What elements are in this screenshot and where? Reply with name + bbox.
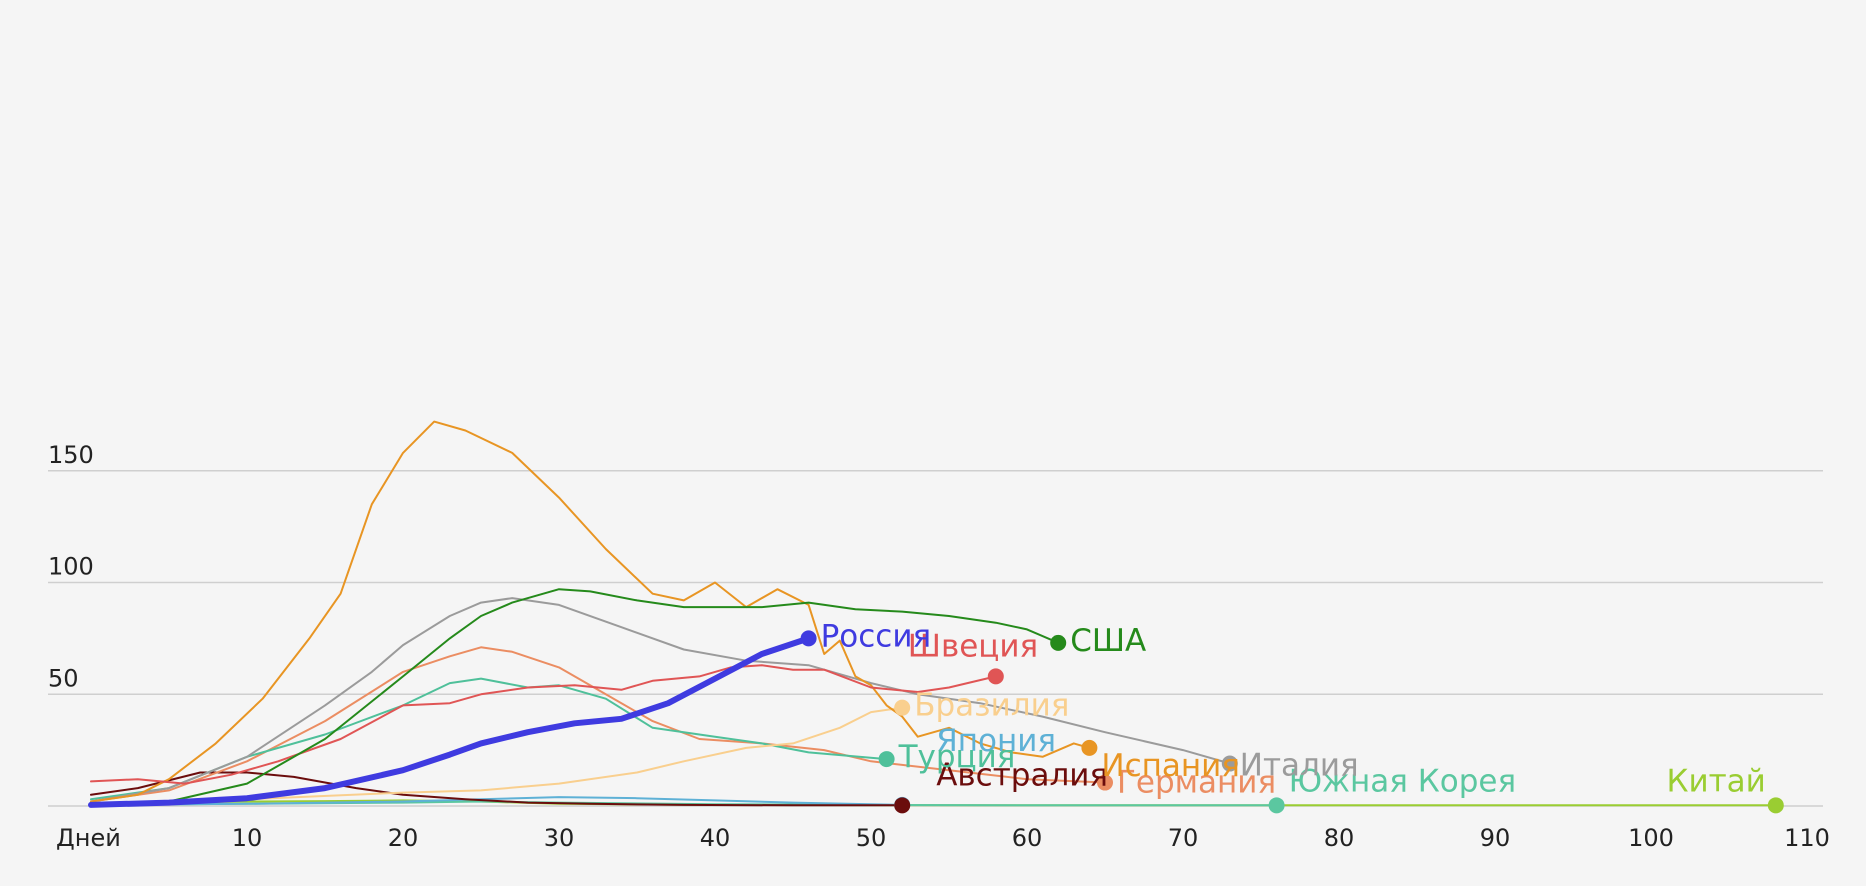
y-tick-label: 50 xyxy=(48,664,79,692)
series-label: Китай xyxy=(1666,763,1765,799)
x-tick-label: 80 xyxy=(1324,824,1355,852)
series-label: Турция xyxy=(898,739,1016,775)
series-label: Испания xyxy=(1101,748,1240,784)
series-label: Япония xyxy=(936,723,1056,759)
series-label: Южная Корея xyxy=(1289,763,1517,799)
series-end-point xyxy=(800,630,817,647)
series-end-point xyxy=(894,797,911,814)
series-line-сша xyxy=(90,588,1060,807)
series-end-markers xyxy=(800,630,1784,814)
x-tick-label: 90 xyxy=(1480,824,1511,852)
series-end-point xyxy=(1221,755,1238,772)
series-end-point xyxy=(1097,774,1113,791)
series-lines xyxy=(88,420,1777,808)
series-end-point xyxy=(878,751,895,768)
y-tick-label: 100 xyxy=(48,553,94,581)
series-label: США xyxy=(1070,623,1146,659)
series-end-point xyxy=(1081,739,1098,756)
x-tick-label: 70 xyxy=(1168,824,1199,852)
axis-ticks: 50 100 150 Дней 10 20 30 40 50 60 70 80 90 100 110 xyxy=(48,441,1830,852)
x-tick-label: 100 xyxy=(1628,824,1674,852)
series-end-point xyxy=(894,699,911,716)
series-line-россия xyxy=(88,635,812,808)
x-tick-label: 50 xyxy=(856,824,887,852)
y-tick-label: 150 xyxy=(48,441,94,469)
x-tick-label: 20 xyxy=(388,824,419,852)
series-label: Россия xyxy=(821,618,932,654)
series-line-испания xyxy=(90,420,1091,803)
x-tick-label: 60 xyxy=(1012,824,1043,852)
x-axis-label: Дней xyxy=(56,824,121,852)
x-tick-label: 40 xyxy=(700,824,731,852)
series-label: Германия xyxy=(1117,765,1276,801)
series-label: Италия xyxy=(1240,748,1359,784)
series-label: Бразилия xyxy=(914,688,1069,724)
series-line-австралия xyxy=(90,771,904,807)
series-label: Швеция xyxy=(908,628,1038,664)
series-end-point xyxy=(1050,634,1067,651)
series-label: Австралия xyxy=(936,757,1108,793)
series-end-point xyxy=(1268,797,1285,814)
series-end-point xyxy=(987,668,1004,685)
x-tick-label: 10 xyxy=(232,824,263,852)
x-tick-label: 110 xyxy=(1784,824,1830,852)
x-tick-label: 30 xyxy=(544,824,575,852)
series-line-бразилия xyxy=(90,706,904,805)
series-line-италия xyxy=(90,597,1231,803)
series-line-швеция xyxy=(90,664,997,785)
series-end-point xyxy=(1767,797,1784,814)
series-line-япония xyxy=(90,796,904,806)
